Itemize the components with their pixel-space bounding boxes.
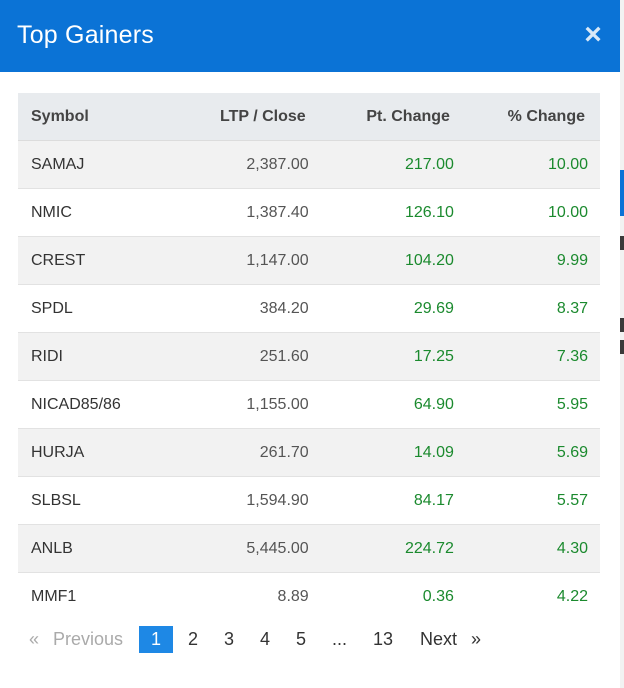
page-3-button[interactable]: 3	[224, 629, 235, 649]
pt-change-cell: 104.20	[308, 236, 454, 285]
ltp-cell: 1,155.00	[176, 380, 309, 429]
table-row[interactable]: SPDL 384.20 29.69 8.37	[18, 284, 600, 333]
ltp-cell: 1,147.00	[176, 236, 309, 285]
table-row[interactable]: SLBSL 1,594.90 84.17 5.57	[18, 476, 600, 525]
ltp-cell: 1,387.40	[176, 188, 309, 237]
table-row[interactable]: MMF1 8.89 0.36 4.22	[18, 572, 600, 620]
pt-change-cell: 126.10	[308, 188, 454, 237]
table-row[interactable]: NMIC 1,387.40 126.10 10.00	[18, 188, 600, 237]
ltp-cell: 8.89	[176, 572, 309, 620]
page-5-button[interactable]: 5	[296, 629, 307, 649]
close-icon[interactable]: ×	[584, 18, 602, 51]
table-row[interactable]: SAMAJ 2,387.00 217.00 10.00	[18, 140, 600, 189]
pt-change-cell: 64.90	[308, 380, 454, 429]
ltp-cell: 251.60	[176, 332, 309, 381]
ltp-cell: 2,387.00	[176, 140, 309, 189]
table-row[interactable]: ANLB 5,445.00 224.72 4.30	[18, 524, 600, 573]
modal-title: Top Gainers	[17, 21, 154, 49]
pct-change-cell: 7.36	[453, 332, 600, 381]
pct-change-cell: 5.57	[453, 476, 600, 525]
pt-change-cell: 0.36	[308, 572, 454, 620]
table-row[interactable]: NICAD85/86 1,155.00 64.90 5.95	[18, 380, 600, 429]
table-row[interactable]: RIDI 251.60 17.25 7.36	[18, 332, 600, 381]
column-header-pct-change: % Change	[453, 93, 600, 141]
next-arrow-icon: »	[471, 629, 482, 649]
column-header-pt-change: Pt. Change	[308, 93, 454, 141]
symbol-cell: ANLB	[18, 524, 177, 573]
ltp-cell: 384.20	[176, 284, 309, 333]
pagination-ellipsis: ...	[332, 629, 348, 649]
pct-change-cell: 8.37	[453, 284, 600, 333]
symbol-cell: NMIC	[18, 188, 177, 237]
table-row[interactable]: HURJA 261.70 14.09 5.69	[18, 428, 600, 477]
page-2-button[interactable]: 2	[188, 629, 199, 649]
pt-change-cell: 217.00	[308, 140, 454, 189]
page-13-button[interactable]: 13	[373, 629, 394, 649]
ltp-cell: 5,445.00	[176, 524, 309, 573]
pagination: « Previous 1 2 3 4 5 ... 13 Next »	[18, 626, 600, 653]
pct-change-cell: 10.00	[453, 188, 600, 237]
symbol-cell: SAMAJ	[18, 140, 177, 189]
page-4-button[interactable]: 4	[260, 629, 271, 649]
column-header-symbol: Symbol	[18, 93, 177, 141]
gainers-table: Symbol LTP / Close Pt. Change % Change S…	[18, 93, 600, 620]
page-1-button[interactable]: 1	[139, 626, 173, 653]
previous-arrow-icon: «	[29, 629, 40, 649]
symbol-cell: SLBSL	[18, 476, 177, 525]
symbol-cell: CREST	[18, 236, 177, 285]
pt-change-cell: 224.72	[308, 524, 454, 573]
pt-change-cell: 84.17	[308, 476, 454, 525]
previous-button[interactable]: Previous	[53, 629, 124, 649]
backdrop-element	[620, 170, 624, 216]
pct-change-cell: 5.95	[453, 380, 600, 429]
pct-change-cell: 9.99	[453, 236, 600, 285]
table-header-row: Symbol LTP / Close Pt. Change % Change	[18, 93, 600, 141]
pct-change-cell: 4.22	[453, 572, 600, 620]
ltp-cell: 261.70	[176, 428, 309, 477]
symbol-cell: MMF1	[18, 572, 177, 620]
pt-change-cell: 29.69	[308, 284, 454, 333]
backdrop-element	[620, 318, 624, 332]
symbol-cell: HURJA	[18, 428, 177, 477]
backdrop-element	[620, 236, 624, 250]
ltp-cell: 1,594.90	[176, 476, 309, 525]
column-header-ltp: LTP / Close	[176, 93, 309, 141]
pt-change-cell: 17.25	[308, 332, 454, 381]
symbol-cell: NICAD85/86	[18, 380, 177, 429]
pct-change-cell: 4.30	[453, 524, 600, 573]
table-row[interactable]: CREST 1,147.00 104.20 9.99	[18, 236, 600, 285]
backdrop-element	[620, 340, 624, 354]
symbol-cell: RIDI	[18, 332, 177, 381]
symbol-cell: SPDL	[18, 284, 177, 333]
pct-change-cell: 5.69	[453, 428, 600, 477]
pt-change-cell: 14.09	[308, 428, 454, 477]
modal-header: Top Gainers ×	[0, 0, 620, 72]
next-button[interactable]: Next	[420, 629, 458, 649]
pct-change-cell: 10.00	[453, 140, 600, 189]
